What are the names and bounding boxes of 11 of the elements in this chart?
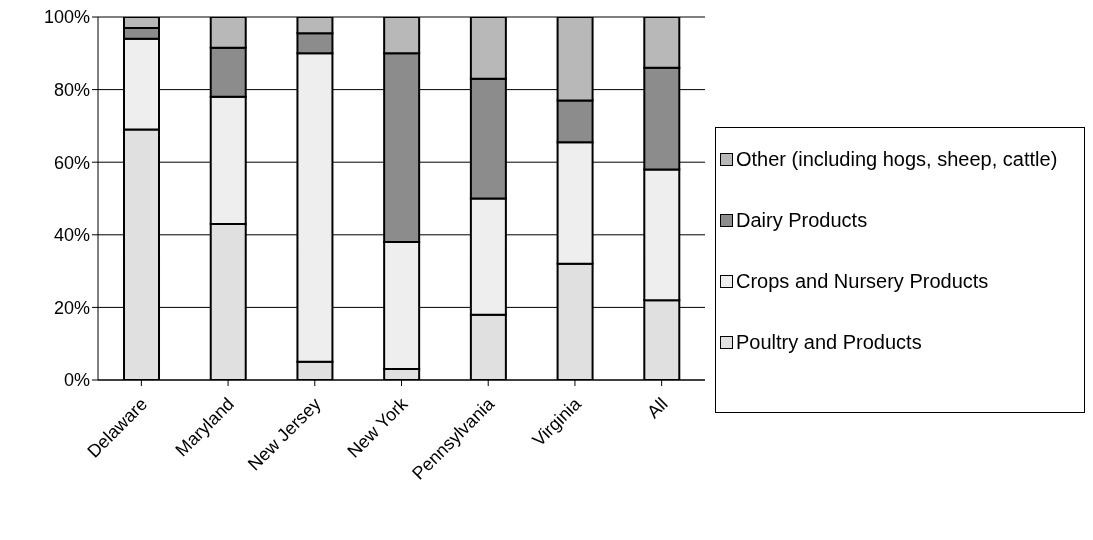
y-tick-label: 40% [53,225,90,246]
y-tick-label: 60% [53,152,90,173]
legend-label: Other (including hogs, sheep, cattle) [736,148,1058,171]
legend-label: Crops and Nursery Products [736,270,989,293]
y-tick-label: 20% [53,297,90,318]
y-tick-label: 0% [63,370,90,391]
y-tick-label: 80% [53,79,90,100]
y-tick-label: 100% [43,7,90,28]
legend-label: Poultry and Products [736,331,922,354]
x-tick-label: All [643,393,672,423]
legend-label: Dairy Products [736,209,868,232]
